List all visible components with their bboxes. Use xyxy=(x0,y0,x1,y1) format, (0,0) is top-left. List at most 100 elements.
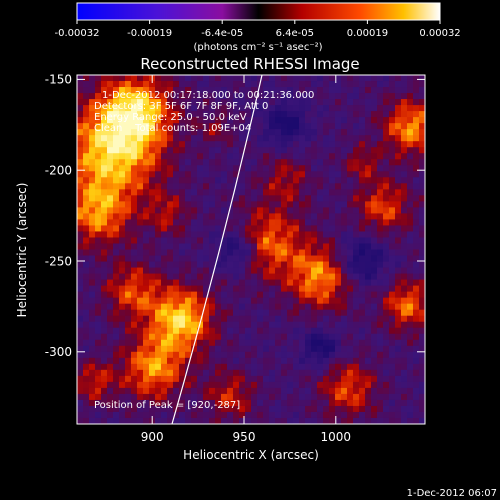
image-pixel xyxy=(395,111,402,118)
image-pixel xyxy=(95,219,102,227)
image-pixel xyxy=(251,231,258,239)
image-pixel xyxy=(371,405,378,413)
image-pixel xyxy=(83,159,90,166)
image-pixel xyxy=(131,369,138,377)
image-pixel xyxy=(239,399,246,407)
image-pixel xyxy=(107,411,114,419)
image-pixel xyxy=(269,309,276,317)
image-pixel xyxy=(203,93,210,100)
image-pixel xyxy=(389,105,396,112)
image-pixel xyxy=(383,189,390,196)
image-pixel xyxy=(287,351,294,359)
image-pixel xyxy=(401,147,408,154)
image-pixel xyxy=(179,315,186,323)
image-pixel xyxy=(251,405,258,413)
image-pixel xyxy=(419,351,425,359)
image-pixel xyxy=(275,135,282,142)
image-pixel xyxy=(197,177,204,184)
image-pixel xyxy=(413,315,420,323)
image-pixel xyxy=(263,405,270,413)
image-pixel xyxy=(389,369,396,377)
image-pixel xyxy=(233,411,240,419)
image-pixel xyxy=(335,165,342,172)
image-pixel xyxy=(113,129,120,136)
image-pixel xyxy=(191,417,198,424)
image-pixel xyxy=(281,381,288,389)
image-pixel xyxy=(389,171,396,178)
image-pixel xyxy=(281,177,288,184)
image-pixel xyxy=(317,351,324,359)
image-pixel xyxy=(359,231,366,239)
image-pixel xyxy=(311,267,318,275)
image-pixel xyxy=(281,207,288,214)
image-pixel xyxy=(131,273,138,281)
image-pixel xyxy=(113,411,120,419)
image-pixel xyxy=(257,249,264,257)
image-pixel xyxy=(203,411,210,419)
image-pixel xyxy=(101,123,108,130)
image-pixel xyxy=(107,369,114,377)
image-pixel xyxy=(305,219,312,227)
image-pixel xyxy=(395,399,402,407)
image-pixel xyxy=(245,363,252,371)
image-pixel xyxy=(179,189,186,196)
image-pixel xyxy=(335,399,342,407)
image-pixel xyxy=(233,351,240,359)
image-pixel xyxy=(311,225,318,233)
image-pixel xyxy=(317,99,324,106)
image-pixel xyxy=(353,87,360,94)
image-pixel xyxy=(377,387,384,395)
image-pixel xyxy=(335,273,342,281)
image-pixel xyxy=(125,159,132,166)
image-pixel xyxy=(113,171,120,178)
image-pixel xyxy=(257,339,264,347)
image-pixel xyxy=(137,291,144,299)
image-pixel xyxy=(377,195,384,202)
image-pixel xyxy=(125,153,132,160)
image-pixel xyxy=(401,165,408,172)
image-pixel xyxy=(257,141,264,148)
image-pixel xyxy=(155,93,162,100)
image-pixel xyxy=(83,87,90,94)
image-pixel xyxy=(287,165,294,172)
image-pixel xyxy=(131,231,138,239)
image-pixel xyxy=(275,333,282,341)
image-pixel xyxy=(155,369,162,377)
image-pixel xyxy=(413,93,420,100)
image-pixel xyxy=(365,411,372,419)
image-pixel xyxy=(311,261,318,269)
image-pixel xyxy=(323,357,330,365)
image-pixel xyxy=(335,189,342,196)
image-pixel xyxy=(281,249,288,257)
image-pixel xyxy=(329,297,336,305)
image-pixel xyxy=(131,147,138,154)
image-pixel xyxy=(413,99,420,106)
image-pixel xyxy=(185,141,192,148)
image-pixel xyxy=(317,393,324,401)
image-pixel xyxy=(203,231,210,239)
image-pixel xyxy=(371,135,378,142)
image-pixel xyxy=(353,195,360,202)
image-pixel xyxy=(161,147,168,154)
image-pixel xyxy=(335,135,342,142)
image-pixel xyxy=(149,399,156,407)
image-pixel xyxy=(353,369,360,377)
image-pixel xyxy=(359,123,366,130)
image-pixel xyxy=(347,255,354,263)
image-pixel xyxy=(401,315,408,323)
image-pixel xyxy=(245,195,252,202)
image-pixel xyxy=(89,363,96,371)
image-pixel xyxy=(257,135,264,142)
image-pixel xyxy=(209,111,216,118)
image-pixel xyxy=(293,327,300,335)
image-pixel xyxy=(77,195,84,202)
image-pixel xyxy=(125,267,132,275)
image-pixel xyxy=(407,87,414,94)
image-pixel xyxy=(83,75,90,82)
image-pixel xyxy=(89,243,96,251)
image-pixel xyxy=(413,327,420,335)
image-pixel xyxy=(269,225,276,233)
image-pixel xyxy=(167,297,174,305)
image-pixel xyxy=(131,285,138,293)
image-pixel xyxy=(251,303,258,311)
